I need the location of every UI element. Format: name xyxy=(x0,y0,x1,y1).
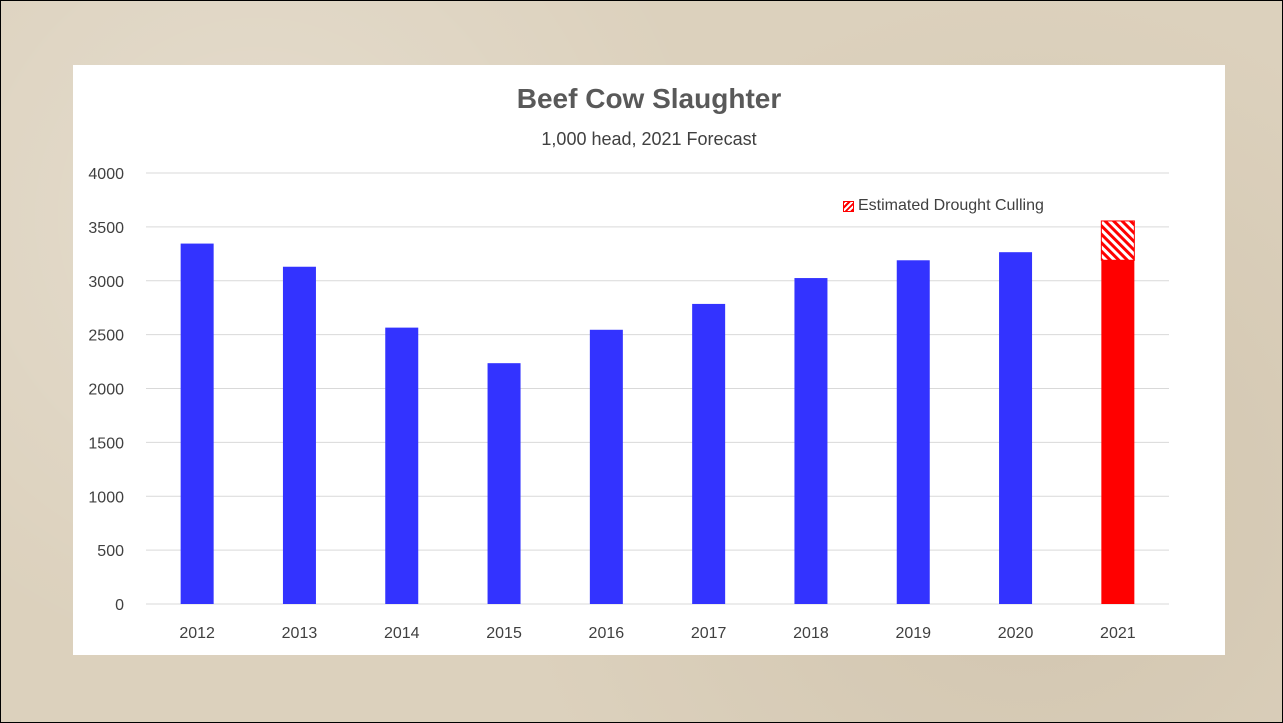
bar xyxy=(282,266,316,604)
bar xyxy=(385,327,419,604)
chart-legend: Estimated Drought Culling xyxy=(843,197,1044,215)
y-tick-label: 1500 xyxy=(88,435,124,452)
y-tick-label: 3000 xyxy=(88,274,124,291)
y-tick-label: 4000 xyxy=(88,166,124,183)
legend-swatch-drought xyxy=(843,200,854,212)
bar xyxy=(692,303,726,604)
x-tick-label: 2015 xyxy=(486,625,522,642)
x-tick-label: 2012 xyxy=(179,625,215,642)
bar xyxy=(589,329,623,604)
bar xyxy=(999,252,1033,605)
y-tick-label: 0 xyxy=(115,597,124,614)
y-tick-label: 2000 xyxy=(88,382,124,399)
x-tick-label: 2017 xyxy=(691,625,727,642)
bar xyxy=(180,243,214,605)
chart-panel: Beef Cow Slaughter 1,000 head, 2021 Fore… xyxy=(73,65,1225,655)
x-tick-label: 2021 xyxy=(1100,625,1136,642)
y-tick-label: 3500 xyxy=(88,220,124,237)
bar-drought-culling xyxy=(1100,220,1135,261)
bar xyxy=(487,363,521,604)
x-tick-label: 2020 xyxy=(998,625,1034,642)
y-tick-label: 500 xyxy=(97,543,124,560)
x-tick-label: 2014 xyxy=(384,625,420,642)
legend-label-drought: Estimated Drought Culling xyxy=(858,197,1044,214)
x-tick-label: 2019 xyxy=(895,625,931,642)
chart-title: Beef Cow Slaughter xyxy=(516,83,782,114)
x-tick-label: 2013 xyxy=(282,625,318,642)
bar xyxy=(896,260,930,604)
chart-subtitle: 1,000 head, 2021 Forecast xyxy=(541,129,757,149)
bar xyxy=(794,278,828,604)
chart-plot: 0 500 1000 1500 2000 2500 3000 3500 4000 2012 2013… xyxy=(88,166,1169,642)
x-tick-label: 2018 xyxy=(793,625,829,642)
x-tick-label: 2016 xyxy=(589,625,625,642)
y-tick-label: 2500 xyxy=(88,328,124,345)
bar xyxy=(1101,260,1135,604)
y-tick-label: 1000 xyxy=(88,489,124,506)
